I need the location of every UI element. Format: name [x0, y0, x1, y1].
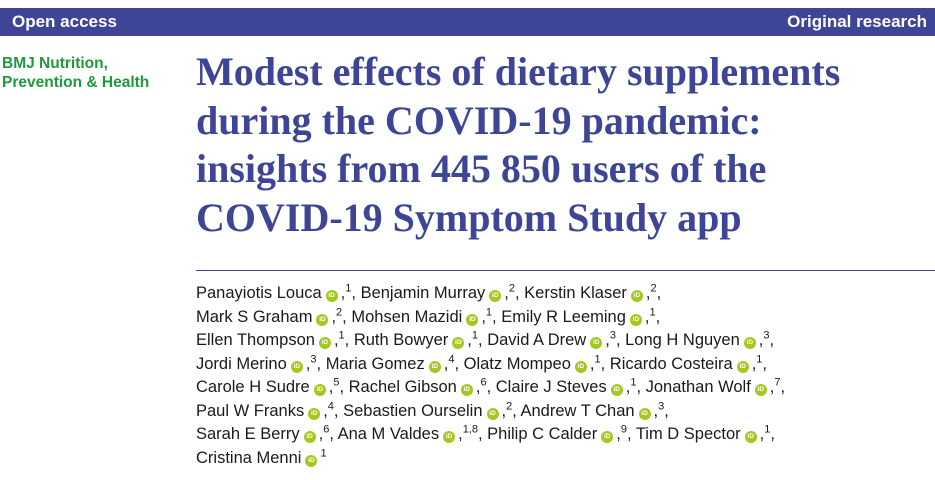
author-affiliation: 4 [448, 353, 455, 365]
author-name[interactable]: Long H Nguyen [625, 331, 740, 349]
author-name[interactable]: Sarah E Berry [196, 425, 300, 443]
author-name[interactable]: Olatz Mompeo [463, 354, 571, 373]
orcid-icon[interactable]: iD [630, 290, 643, 302]
author-name[interactable]: Emily R Leeming [501, 307, 626, 326]
author-affiliation: 1 [485, 306, 493, 318]
author-affiliation: 1 [338, 329, 345, 342]
author-name[interactable]: Ellen Thompson [196, 331, 315, 349]
author-line: Sarah E Berry iD ,6, Ana M Valdes iD ,1,8, P… [196, 423, 775, 443]
author-affiliation: 3 [763, 329, 770, 342]
author-affiliation: 6 [480, 376, 487, 389]
author-affiliation: 4 [327, 400, 334, 412]
header-banner: Open access Original research [0, 8, 935, 36]
author-line: Panayiotis Louca iD ,1, Benjamin Murray iD,… [196, 282, 662, 302]
orcid-icon[interactable]: iD [736, 360, 749, 373]
author-name[interactable]: Ana M Valdes [337, 425, 440, 443]
orcid-icon[interactable]: iD [313, 384, 326, 396]
author-name[interactable]: Paul W Franks [196, 401, 305, 420]
title-line-3: insights from 445 850 users of the [196, 146, 767, 191]
author-affiliation: 9 [620, 423, 627, 436]
orcid-icon[interactable]: iD [428, 360, 441, 373]
author-name[interactable]: Kerstin Klaser [524, 284, 627, 302]
author-line: Cristina Menni iD1 [196, 447, 931, 471]
author-affiliation: 1 [471, 329, 479, 342]
author-affiliation: 2 [506, 400, 513, 412]
orcid-icon[interactable]: iD [316, 313, 329, 326]
author-affiliation: 2 [508, 282, 515, 295]
author-name[interactable]: Jordi Merino [196, 354, 287, 373]
author-affiliation: 5 [333, 376, 340, 389]
orcid-icon[interactable]: iD [325, 290, 338, 302]
title-line-2: during the COVID-19 pandemic: [196, 97, 762, 143]
orcid-icon[interactable]: iD [574, 360, 587, 373]
orcid-icon[interactable]: iD [489, 290, 502, 302]
title-divider [196, 270, 935, 271]
orcid-icon[interactable]: iD [486, 407, 499, 420]
author-name[interactable]: Andrew T Chan [520, 401, 635, 420]
orcid-icon[interactable]: iD [754, 384, 767, 396]
orcid-icon[interactable]: iD [308, 407, 321, 420]
author-affiliation: 1,8 [462, 423, 478, 436]
orcid-icon[interactable]: iD [638, 407, 651, 420]
journal-name-line-1: BMJ Nutrition, [2, 55, 108, 72]
journal-name: BMJ Nutrition, Prevention & Health [2, 54, 182, 92]
author-line: Mark S Graham iD ,2, Mohsen Mazidi iD ,1, Em… [196, 306, 661, 326]
author-name[interactable]: Philip C Calder [487, 425, 598, 443]
author-affiliation: 1 [594, 353, 601, 365]
author-affiliation: 1 [345, 282, 352, 295]
author-list: Panayiotis Louca iD ,1, Benjamin Murray iD,… [196, 282, 931, 470]
title-line-4: COVID-19 Symptom Study app [196, 194, 742, 240]
orcid-icon[interactable]: iD [629, 313, 642, 326]
author-affiliation: 6 [323, 423, 330, 436]
orcid-icon[interactable]: iD [318, 337, 331, 349]
author-name[interactable]: Benjamin Murray [360, 284, 486, 302]
orcid-icon[interactable]: iD [466, 313, 479, 326]
orcid-icon[interactable]: iD [290, 360, 303, 373]
orcid-icon[interactable]: iD [452, 337, 465, 349]
author-name[interactable]: Maria Gomez [325, 354, 425, 373]
orcid-icon[interactable]: iD [590, 337, 603, 349]
author-affiliation: 1 [320, 447, 327, 459]
author-affiliation: 2 [650, 282, 657, 295]
author-affiliation: 1 [630, 376, 637, 389]
orcid-icon[interactable]: iD [601, 431, 614, 443]
author-name[interactable]: Rachel Gibson [348, 378, 457, 396]
author-line: Paul W Franks iD ,4, Sebastien Ourselin iD,… [196, 400, 669, 420]
article-type-label: Original research [787, 12, 927, 31]
author-name[interactable]: Mark S Graham [196, 307, 313, 326]
orcid-icon[interactable]: iD [443, 431, 456, 443]
author-name[interactable]: Mohsen Mazidi [351, 307, 463, 326]
orcid-icon[interactable]: iD [305, 454, 318, 467]
author-name[interactable]: Ricardo Costeira [609, 354, 733, 373]
author-affiliation: 3 [609, 329, 616, 342]
author-affiliation: 7 [774, 376, 781, 389]
orcid-icon[interactable]: iD [743, 337, 756, 349]
orcid-icon[interactable]: iD [460, 384, 473, 396]
author-affiliation: 1 [764, 423, 771, 436]
author-name[interactable]: Sebastien Ourselin [343, 401, 483, 420]
author-line: Jordi Merino iD ,3, Maria Gomez iD ,4, Olatz… [196, 353, 767, 373]
author-affiliation: 2 [336, 306, 343, 318]
author-affiliation: 3 [658, 400, 665, 412]
author-affiliation: 1 [756, 353, 763, 365]
author-line: Ellen Thompson iD ,1, Ruth Bowyer iD ,1, Dav… [196, 329, 775, 349]
journal-name-line-2: Prevention & Health [2, 74, 150, 91]
author-name[interactable]: Tim D Spector [635, 425, 741, 443]
author-name[interactable]: David A Drew [487, 331, 587, 349]
author-affiliation: 3 [310, 353, 317, 365]
article-title: Modest effects of dietary supplements du… [196, 48, 926, 242]
open-access-label: Open access [12, 12, 117, 31]
title-line-1: Modest effects of dietary supplements [196, 49, 841, 94]
author-affiliation: 1 [649, 306, 656, 318]
orcid-icon[interactable]: iD [303, 431, 316, 443]
orcid-icon[interactable]: iD [610, 384, 623, 396]
author-line: Carole H Sudre iD ,5, Rachel Gibson iD ,6, C… [196, 376, 786, 396]
author-name[interactable]: Carole H Sudre [196, 378, 310, 396]
author-name[interactable]: Panayiotis Louca [196, 284, 322, 302]
author-name[interactable]: Claire J Steves [495, 378, 607, 396]
orcid-icon[interactable]: iD [744, 431, 757, 443]
author-name[interactable]: Cristina Menni [196, 448, 302, 467]
author-name[interactable]: Jonathan Wolf [645, 378, 751, 396]
author-name[interactable]: Ruth Bowyer [353, 331, 449, 349]
